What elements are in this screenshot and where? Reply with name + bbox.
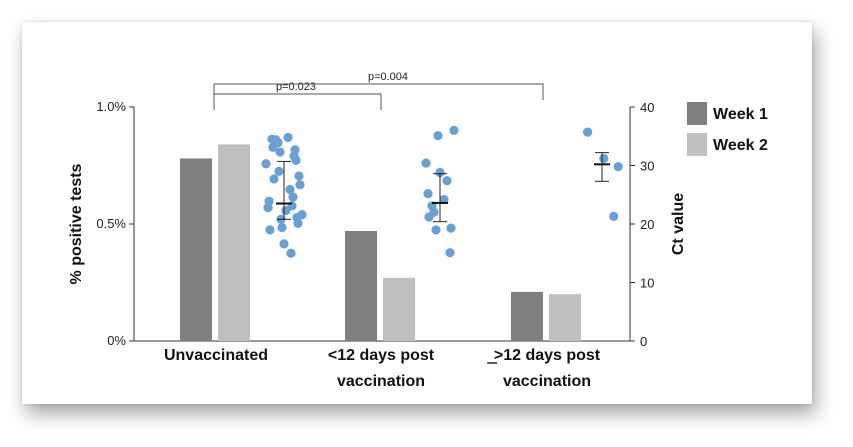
y-left-axis-title: % positive tests [68,163,85,284]
scatter-point [294,171,304,181]
scatter-point [431,225,441,235]
scatter-point [442,176,452,186]
bar [180,158,212,341]
scatter-point [609,211,619,221]
scatter-point [265,225,275,235]
legend-swatch [687,102,707,125]
scatter-point [446,223,456,233]
chart-svg: 0% 0.5% 1.0% 0 10 20 30 40 % positive tests Ct va… [68,71,768,390]
scatter-point [277,222,287,233]
scatter-point [433,131,443,141]
category-label: Unvaccinated [164,347,268,364]
bar [218,144,250,341]
scatter-point [424,212,434,222]
scatter-point [293,218,303,229]
bar [549,294,581,341]
y-right-tick-label: 30 [640,159,654,174]
legend-swatch [687,133,707,156]
y-right-tick-label: 20 [640,217,654,232]
significance-label: p=0.004 [368,71,408,83]
y-right-axis-title: Ct value [670,193,687,255]
scatter-point [295,180,305,190]
scatter-point [583,127,593,137]
scatter-point [275,147,285,157]
scatter-point [423,188,433,199]
figure-card: 0% 0.5% 1.0% 0 10 20 30 40 % positive tests Ct va… [22,22,812,404]
legend-label: Week 1 [713,106,768,123]
y-left-tick-label: 0% [107,333,126,348]
scatter-point [283,132,293,143]
bar [511,291,543,341]
y-right-tick-label: 10 [640,276,654,291]
scatter-point [445,248,455,258]
legend-label: Week 2 [713,137,768,154]
y-left-tick-label: 1.0% [96,99,126,114]
scatter-point [279,239,289,249]
scatter-point [285,184,295,195]
scatter-point [274,166,284,176]
scatter-point [449,125,459,135]
scatter-point [286,248,296,258]
y-right-tick-label: 0 [640,334,647,349]
significance-label: p=0.023 [276,81,316,93]
scatter-point [263,203,273,213]
scatter-point [261,159,271,169]
category-label: vaccination [337,373,425,390]
scatter-point [288,192,298,202]
category-label: <12 days post [328,347,435,364]
y-right-tick-label: 40 [640,100,654,115]
scatter-point [599,153,609,164]
scatter-point [613,162,623,172]
bar [345,231,377,341]
bar [383,277,415,341]
scatter-point [439,194,449,205]
scatter-point [435,167,445,178]
scatter-point [421,158,431,168]
y-left-tick-label: 0.5% [96,216,126,231]
scatter-point [269,174,279,184]
scatter-point [281,205,291,216]
scatter-point [268,142,278,152]
significance-bracket [213,83,544,100]
category-label: vaccination [503,373,591,390]
significance-bracket [213,93,382,110]
category-label: >12 days post [494,347,601,364]
scatter-point [291,155,301,165]
